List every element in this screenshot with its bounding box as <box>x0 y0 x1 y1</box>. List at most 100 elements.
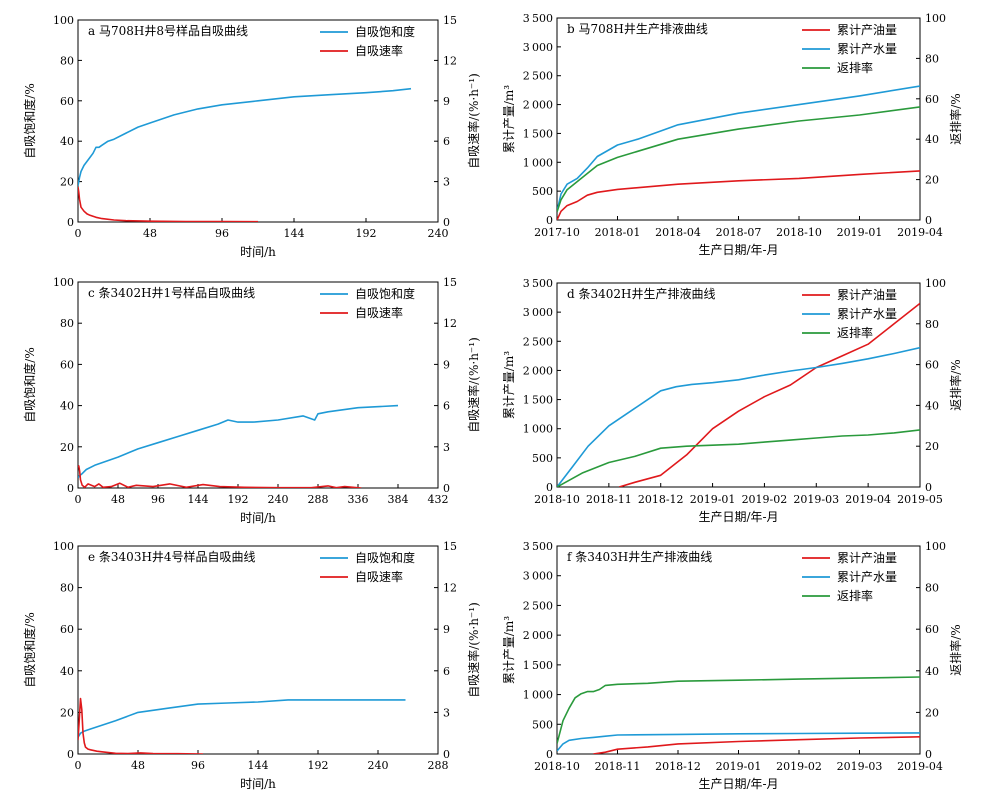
panel-title: d 条3402H井生产排液曲线 <box>567 286 716 301</box>
y-tick-label: 500 <box>532 452 553 465</box>
x-tick-label: 2019-05 <box>897 493 943 506</box>
panel-title: a 马708H井8号样品自吸曲线 <box>88 23 248 38</box>
panel-title: f 条3403H井生产排液曲线 <box>567 549 712 564</box>
y-tick-label: 60 <box>60 623 74 636</box>
y2-axis-label: 返排率/% <box>948 624 963 675</box>
legend-label: 自吸饱和度 <box>355 286 415 301</box>
legend-label: 自吸饱和度 <box>355 550 415 565</box>
y-tick-label: 1 500 <box>523 127 553 140</box>
x-axis-label: 时间/h <box>240 511 276 525</box>
y2-tick-label: 80 <box>925 52 939 65</box>
y-axis-label: 自吸饱和度/% <box>22 612 37 687</box>
y-tick-label: 2 500 <box>523 70 553 83</box>
x-tick-label: 48 <box>131 759 145 772</box>
y2-tick-label: 0 <box>443 482 450 495</box>
x-tick-label: 48 <box>143 227 157 240</box>
panel-d: 0 500 1 000 1 500 2 000 2 500 3 000 3 500 0 20 40 6… <box>502 277 963 524</box>
series-line-2 <box>557 676 920 744</box>
panel-a: 0 20 40 60 80 100 0 3 6 9 12 15 0 48 96 144 192 240 时间/h 自吸… <box>22 14 481 259</box>
y2-tick-label: 0 <box>925 214 932 227</box>
y2-tick-label: 20 <box>925 706 939 719</box>
x-tick-label: 96 <box>151 493 165 506</box>
y-tick-label: 100 <box>53 540 74 553</box>
y2-axis-label: 返排率/% <box>948 93 963 144</box>
legend-label: 累计产水量 <box>837 570 897 584</box>
x-tick-label: 48 <box>111 493 125 506</box>
x-tick-label: 2018-11 <box>586 493 632 506</box>
x-tick-label: 96 <box>215 227 229 240</box>
y-tick-label: 40 <box>60 135 74 148</box>
y2-tick-label: 60 <box>925 93 939 106</box>
y2-tick-label: 20 <box>925 440 939 453</box>
x-tick-label: 2019-02 <box>742 493 788 506</box>
y-tick-label: 1 500 <box>523 394 553 407</box>
y-tick-label: 3 000 <box>523 570 553 583</box>
x-axis-label: 时间/h <box>240 777 276 791</box>
y-tick-label: 0 <box>546 481 553 494</box>
x-tick-label: 144 <box>188 493 209 506</box>
y-tick-label: 0 <box>67 748 74 761</box>
y2-tick-label: 15 <box>443 540 457 553</box>
legend-label: 返排率 <box>837 588 873 603</box>
y-tick-label: 40 <box>60 665 74 678</box>
y-axis-label: 自吸饱和度/% <box>22 83 37 158</box>
y2-tick-label: 3 <box>443 706 450 719</box>
y-tick-label: 2 500 <box>523 599 553 612</box>
x-tick-label: 336 <box>348 493 369 506</box>
y-tick-label: 500 <box>532 718 553 731</box>
panel-b: 0 500 1 000 1 500 2 000 2 500 3 000 3 500 0 20 40 6… <box>502 12 963 257</box>
series-line-0 <box>618 302 920 487</box>
x-tick-label: 96 <box>191 759 205 772</box>
legend-label: 返排率 <box>837 325 873 340</box>
x-tick-label: 2018-10 <box>534 760 580 773</box>
y-axis-label: 累计产量/m³ <box>502 351 516 419</box>
series-line-1 <box>78 465 362 488</box>
x-tick-label: 240 <box>368 759 389 772</box>
y2-tick-label: 3 <box>443 176 450 189</box>
x-tick-label: 2018-10 <box>776 226 822 239</box>
y2-axis-label: 自吸速率/(%·h⁻¹) <box>466 73 481 169</box>
x-tick-label: 2018-10 <box>534 493 580 506</box>
y2-tick-label: 12 <box>443 54 457 67</box>
y-tick-label: 80 <box>60 582 74 595</box>
y-tick-label: 1 000 <box>523 423 553 436</box>
y-tick-label: 20 <box>60 706 74 719</box>
y-tick-label: 1 500 <box>523 659 553 672</box>
series-line-1 <box>78 697 204 754</box>
x-tick-label: 192 <box>308 759 329 772</box>
y2-axis-label: 返排率/% <box>948 359 963 410</box>
x-tick-label: 2018-07 <box>716 226 762 239</box>
y-tick-label: 0 <box>67 216 74 229</box>
x-tick-label: 2017-10 <box>534 226 580 239</box>
x-tick-label: 2019-01 <box>690 493 736 506</box>
y-tick-label: 2 000 <box>523 99 553 112</box>
legend-label: 累计产水量 <box>837 307 897 321</box>
y-tick-label: 1 000 <box>523 689 553 702</box>
x-tick-label: 192 <box>356 227 377 240</box>
y-tick-label: 60 <box>60 95 74 108</box>
legend-label: 累计产油量 <box>837 551 897 565</box>
panel-f: 0 500 1 000 1 500 2 000 2 500 3 000 3 500 0 20 40 6… <box>502 540 963 791</box>
x-tick-label: 2019-04 <box>897 760 943 773</box>
legend-label: 自吸速率 <box>355 569 403 584</box>
y-tick-label: 0 <box>546 748 553 761</box>
y2-tick-label: 40 <box>925 399 939 412</box>
x-tick-label: 2019-03 <box>793 493 839 506</box>
y-tick-label: 80 <box>60 54 74 67</box>
series-line-2 <box>557 106 920 213</box>
panel-title: b 马708H井生产排液曲线 <box>567 21 708 36</box>
y-tick-label: 3 000 <box>523 306 553 319</box>
plot-frame <box>77 19 439 223</box>
y2-axis-label: 自吸速率/(%·h⁻¹) <box>466 602 481 698</box>
x-axis-label: 生产日期/年-月 <box>698 243 778 257</box>
x-tick-label: 2019-04 <box>845 493 891 506</box>
legend-label: 返排率 <box>837 60 873 75</box>
y2-tick-label: 60 <box>925 359 939 372</box>
y2-tick-label: 80 <box>925 318 939 331</box>
x-tick-label: 240 <box>268 493 289 506</box>
y2-tick-label: 80 <box>925 582 939 595</box>
y-tick-label: 0 <box>67 482 74 495</box>
y-tick-label: 80 <box>60 317 74 330</box>
legend-label: 自吸饱和度 <box>355 24 415 39</box>
series-line-0 <box>557 170 920 220</box>
